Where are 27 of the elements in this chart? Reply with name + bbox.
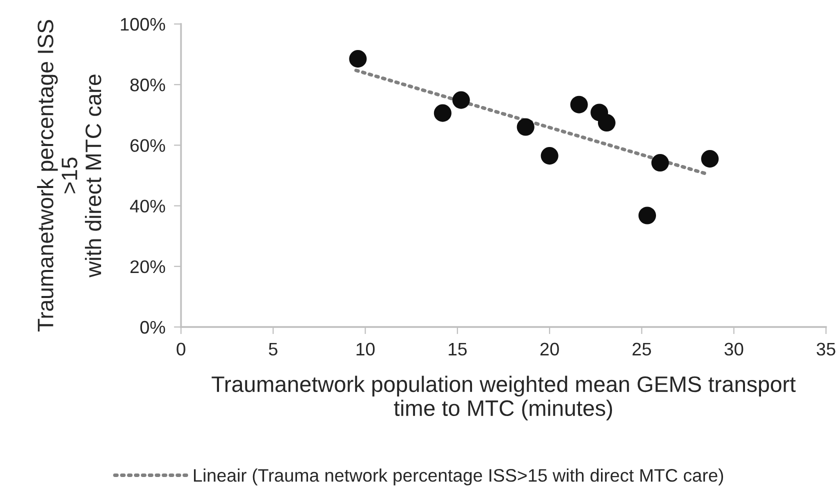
point xyxy=(570,96,588,114)
x-tick-label: 30 xyxy=(724,342,744,356)
y-axis-title: Traumanetwork percentage ISS >15 with direct MTC care xyxy=(37,20,102,332)
point xyxy=(452,91,470,109)
point xyxy=(701,150,719,168)
x-tick-label: 10 xyxy=(356,342,375,356)
point xyxy=(516,118,534,136)
y-tick-label: 80% xyxy=(130,78,166,92)
x-tick-label: 5 xyxy=(268,342,278,356)
point xyxy=(638,206,656,224)
point xyxy=(434,104,452,122)
point xyxy=(598,114,616,132)
x-tick-label: 25 xyxy=(632,342,651,356)
y-tick-label: 100% xyxy=(120,18,166,31)
x-axis-title: Traumanetwork population weighted mean GEMS transport time to MTC (minutes) xyxy=(212,376,796,420)
x-tick-label: 15 xyxy=(448,342,467,356)
x-tick-label: 20 xyxy=(540,342,559,356)
point xyxy=(349,50,367,68)
y-tick-label: 40% xyxy=(130,200,166,213)
point xyxy=(540,147,558,165)
y-tick-label: 20% xyxy=(130,260,166,274)
x-tick-label: 35 xyxy=(816,342,836,356)
point xyxy=(651,154,669,172)
y-tick-label: 60% xyxy=(130,139,166,152)
x-tick-label: 0 xyxy=(176,342,186,356)
y-tick-label: 0% xyxy=(140,320,166,334)
legend-label: Lineair (Trauma network percentage ISS>15 with direct MTC care) xyxy=(194,468,724,486)
